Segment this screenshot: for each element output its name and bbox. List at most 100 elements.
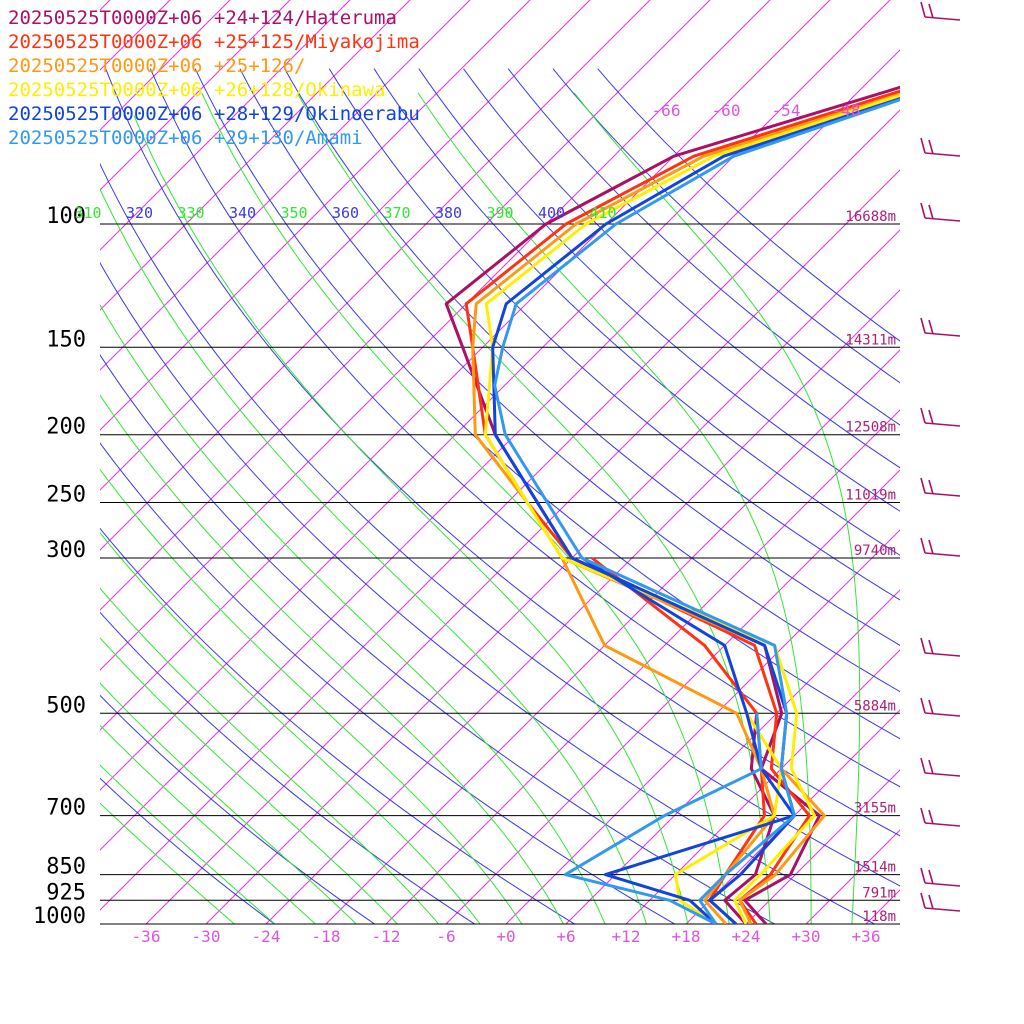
wind-barb — [920, 867, 961, 887]
isotherm-line — [100, 0, 891, 791]
height-label: 11019m — [845, 488, 896, 504]
isotherm-line — [100, 0, 591, 491]
isotherm-line — [100, 0, 351, 251]
moist-adiabat-line — [100, 187, 648, 924]
wind-barb — [920, 757, 961, 777]
temperature-profile-line — [493, 98, 900, 924]
dry-adiabat-line — [373, 68, 900, 556]
height-label: 14311m — [845, 332, 896, 348]
moist-adiabat-line — [100, 764, 276, 924]
isotherm-line — [100, 0, 711, 611]
height-label: 5884m — [854, 698, 896, 714]
isotherm-line — [100, 0, 291, 191]
moist-adiabat-line — [100, 802, 236, 924]
isotherm-label: -54 — [772, 101, 801, 120]
dewpoint-profile-line — [560, 557, 776, 924]
pressure-tick-label: 500 — [46, 693, 86, 718]
wind-barb — [920, 407, 961, 427]
isotherm-line — [100, 0, 771, 671]
theta-label: 380 — [435, 204, 462, 222]
pressure-tick-label: 100 — [46, 204, 86, 229]
dry-adiabat-line — [100, 354, 776, 924]
height-label: 9740m — [854, 543, 896, 559]
isotherm-line — [100, 0, 231, 131]
dewpoint-profile-line — [563, 713, 763, 924]
wind-barb — [920, 477, 961, 497]
legend: 20250525T0000Z+06 +24+124/Hateruma 202505… — [8, 6, 420, 150]
dry-adiabat-line — [507, 68, 900, 426]
dewpoint-profile-line — [673, 712, 783, 924]
isotherm-line — [685, 709, 900, 924]
isobar-lines — [100, 223, 900, 925]
temperature-tick-label: +24 — [732, 927, 761, 946]
dry-adiabat-line — [239, 68, 900, 693]
dry-adiabat-line — [284, 68, 900, 646]
dry-adiabat-line — [149, 68, 900, 788]
wind-barb — [920, 537, 961, 557]
isotherm-line — [625, 649, 900, 924]
temperature-tick-label: -18 — [312, 927, 341, 946]
isotherm-line — [100, 49, 900, 851]
temperature-profile-line — [483, 93, 900, 924]
legend-entry: 20250525T0000Z+06 +24+124/Hateruma — [8, 7, 397, 29]
isotherm-line — [385, 409, 900, 924]
temperature-tick-label: +36 — [852, 927, 881, 946]
pressure-tick-label: 300 — [46, 538, 86, 563]
height-label: 118m — [862, 909, 896, 925]
temperature-tick-label: -30 — [192, 927, 221, 946]
legend-entry: 20250525T0000Z+06 +28+129/Okinoerabu — [8, 103, 420, 125]
isotherm-line — [805, 829, 900, 924]
temperature-tick-label: +30 — [792, 927, 821, 946]
isotherm-line — [865, 889, 900, 924]
theta-label: 320 — [126, 204, 153, 222]
theta-label: 310 — [74, 204, 101, 222]
isotherm-line — [205, 229, 900, 924]
isotherm-line — [265, 289, 900, 924]
temperature-tick-label: +12 — [612, 927, 641, 946]
pressure-tick-label: 700 — [46, 796, 86, 821]
moist-adiabat-line — [100, 587, 440, 924]
isotherm-line — [911, 0, 1024, 939]
dewpoint-profile-line — [581, 556, 796, 924]
height-label: 791m — [862, 885, 896, 901]
pressure-tick-label: 1000 — [33, 904, 86, 929]
height-label: 16688m — [845, 209, 896, 225]
pressure-tick-label: 925 — [46, 880, 86, 905]
wind-barb — [920, 807, 961, 827]
dewpoint-profile-line — [723, 713, 776, 924]
temperature-tick-label: -6 — [436, 927, 455, 946]
dry-adiabat-line — [418, 68, 900, 512]
moist-adiabat-line — [100, 724, 317, 924]
isotherm-label: -60 — [712, 101, 741, 120]
dewpoint-profile-line — [591, 556, 766, 924]
theta-label: 340 — [229, 204, 256, 222]
moist-adiabat-line — [573, 92, 861, 924]
isotherm-line — [100, 0, 171, 71]
isotherm-line — [100, 0, 471, 371]
isotherm-line — [325, 349, 900, 924]
moist-adiabat-line — [417, 92, 812, 924]
isotherm-line — [100, 0, 831, 731]
dry-adiabat-line — [100, 611, 476, 924]
wind-barb — [920, 637, 961, 657]
wind-barb — [920, 317, 961, 337]
wind-barb — [920, 892, 961, 912]
moist-adiabat-line — [100, 532, 481, 924]
legend-entry: 20250525T0000Z+06 +25+125/Miyakojima — [8, 31, 420, 53]
axis-labels: 100 16688m 150 14311m 200 12508m 250 11019m 300 9… — [33, 101, 896, 946]
sounding-series — [444, 85, 900, 924]
isotherm-line — [565, 589, 900, 924]
dry-adiabat-line — [100, 777, 276, 924]
pressure-tick-label: 250 — [46, 483, 86, 508]
moist-adiabat-line — [100, 682, 357, 924]
temperature-tick-label: +18 — [672, 927, 701, 946]
isotherm-line — [971, 0, 1024, 939]
dry-adiabat-line — [597, 68, 900, 342]
wind-barb — [920, 1, 961, 21]
theta-label: 350 — [280, 204, 307, 222]
theta-label: 410 — [589, 204, 616, 222]
isotherm-line — [100, 0, 411, 311]
legend-entry: 20250525T0000Z+06 +29+130/Amami — [8, 127, 363, 149]
legend-entry: 20250525T0000Z+06 +26+128/Okinawa — [8, 79, 386, 101]
